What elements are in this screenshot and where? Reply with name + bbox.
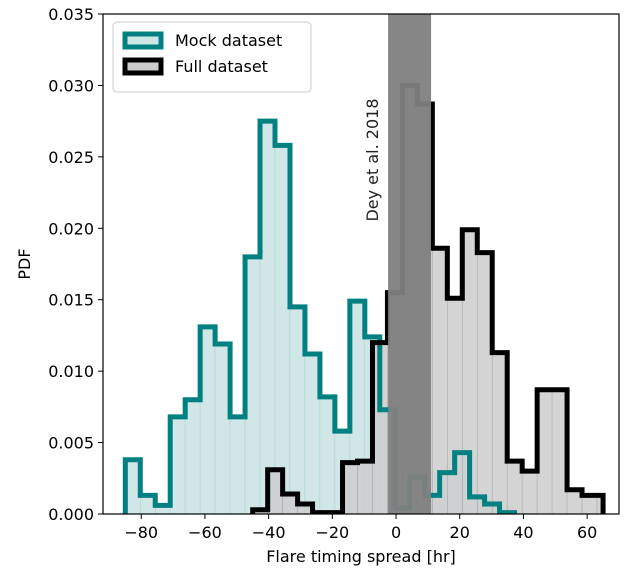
legend: Mock dataset Full dataset <box>112 21 312 93</box>
x-axis-label: Flare timing spread [hr] <box>266 547 456 566</box>
series-outline-full <box>250 82 606 514</box>
x-tick-label: 60 <box>577 523 597 542</box>
legend-swatch-full <box>122 57 164 76</box>
x-tick-label: −20 <box>315 523 349 542</box>
bar-full-13 <box>447 297 463 514</box>
x-tick-label: −80 <box>124 523 158 542</box>
x-tick-label: −40 <box>252 523 286 542</box>
bar-mock-7 <box>229 416 246 514</box>
annotation-band: Dey et al. 2018 <box>363 14 432 514</box>
annotation-label: Dey et al. 2018 <box>363 98 382 221</box>
series-outline-mock <box>122 118 518 514</box>
y-axis-label: PDF <box>15 248 34 279</box>
plot-frame <box>102 13 620 515</box>
y-tick-label: 0.015 <box>48 291 94 310</box>
bar-full-18 <box>521 470 538 514</box>
y-tick-label: 0.020 <box>48 219 94 238</box>
bar-full-22 <box>581 495 598 514</box>
y-tick-label: 0.005 <box>48 434 94 453</box>
x-tick-label: 20 <box>450 523 470 542</box>
y-tick-label: 0.000 <box>48 505 94 524</box>
y-tick-label: 0.025 <box>48 148 94 167</box>
y-tick-label: 0.010 <box>48 362 94 381</box>
legend-label-mock: Mock dataset <box>175 31 282 50</box>
x-tick-label: 40 <box>513 523 533 542</box>
y-tick-label: 0.030 <box>48 76 94 95</box>
y-tick-label: 0.035 <box>48 5 94 24</box>
x-tick-label: 0 <box>391 523 401 542</box>
x-tick-label: −60 <box>188 523 222 542</box>
axes: −80 −60 −40 −20 0 20 40 60 0.000 0.005 0.010 0.015 0… <box>48 5 620 542</box>
legend-swatch-mock <box>122 31 164 50</box>
bar-full-7 <box>357 460 373 514</box>
dey-2018-band <box>388 14 432 514</box>
legend-label-full: Full dataset <box>175 57 268 76</box>
